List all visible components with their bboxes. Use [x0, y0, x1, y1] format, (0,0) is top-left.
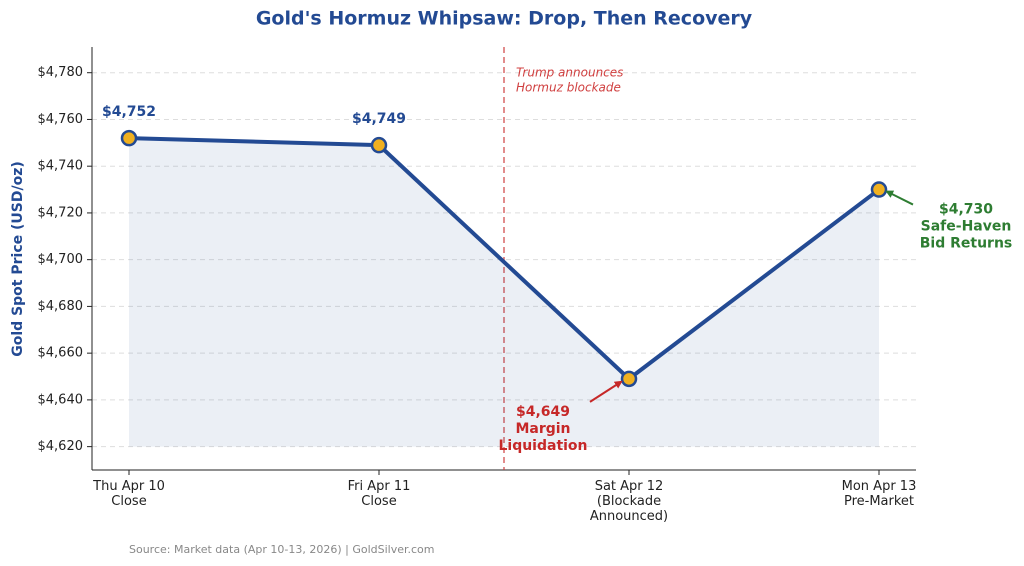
y-tick-label: $4,720	[38, 205, 84, 220]
y-tick-label: $4,640	[38, 392, 84, 407]
marker	[620, 370, 638, 388]
x-tick-label-line: Close	[361, 494, 396, 509]
marker	[870, 181, 888, 198]
y-tick-label: $4,780	[38, 65, 84, 80]
event-annotation: Hormuz blockade	[516, 81, 621, 95]
x-tick-label-line: Thu Apr 10	[92, 479, 165, 494]
x-tick-label: Sat Apr 12 (Blockade Announced)	[590, 479, 668, 524]
y-tick-label: $4,660	[38, 346, 84, 361]
value-label: $4,749	[352, 111, 406, 127]
annotation: Liquidation	[498, 438, 587, 454]
x-tick-label: Fri Apr 11 Close	[348, 479, 411, 509]
x-tick-label-line: Announced)	[590, 509, 668, 524]
x-tick-label: Thu Apr 10 Close	[92, 479, 165, 509]
source-note: Source: Market data (Apr 10-13, 2026) | …	[129, 543, 435, 556]
x-tick-label-line: Pre-Market	[844, 494, 914, 509]
annotation: Margin	[515, 421, 570, 437]
x-tick-label-line: Sat Apr 12	[595, 479, 664, 494]
annotation-arrow	[589, 380, 623, 403]
y-tick-label: $4,740	[38, 159, 84, 174]
y-tick-label: $4,760	[38, 112, 84, 127]
marker	[120, 129, 138, 147]
chart-title: Gold's Hormuz Whipsaw: Drop, Then Recove…	[256, 8, 753, 30]
x-tick-label-line: Fri Apr 11	[348, 479, 411, 494]
marker	[370, 136, 388, 154]
event-annotation: Trump announces	[516, 66, 623, 80]
value-label: $4,752	[102, 104, 156, 120]
x-tick-label-line: Close	[111, 494, 146, 509]
y-tick-label: $4,680	[38, 299, 84, 314]
annotation-arrow	[885, 190, 914, 206]
y-tick-label: $4,700	[38, 252, 84, 267]
x-tick-label-line: (Blockade	[597, 494, 661, 509]
y-tick-label: $4,620	[38, 439, 84, 454]
y-axis-label: Gold Spot Price (USD/oz)	[10, 161, 26, 356]
area	[129, 138, 879, 447]
value-label: $4,649	[516, 404, 570, 420]
annotation: Safe-Haven	[921, 219, 1012, 235]
line	[128, 136, 881, 381]
x-tick-label: Mon Apr 13 Pre-Market	[842, 479, 917, 509]
x-tick-label-line: Mon Apr 13	[842, 479, 917, 494]
value-label: $4,730	[939, 202, 993, 218]
annotation: Bid Returns	[920, 236, 1013, 252]
